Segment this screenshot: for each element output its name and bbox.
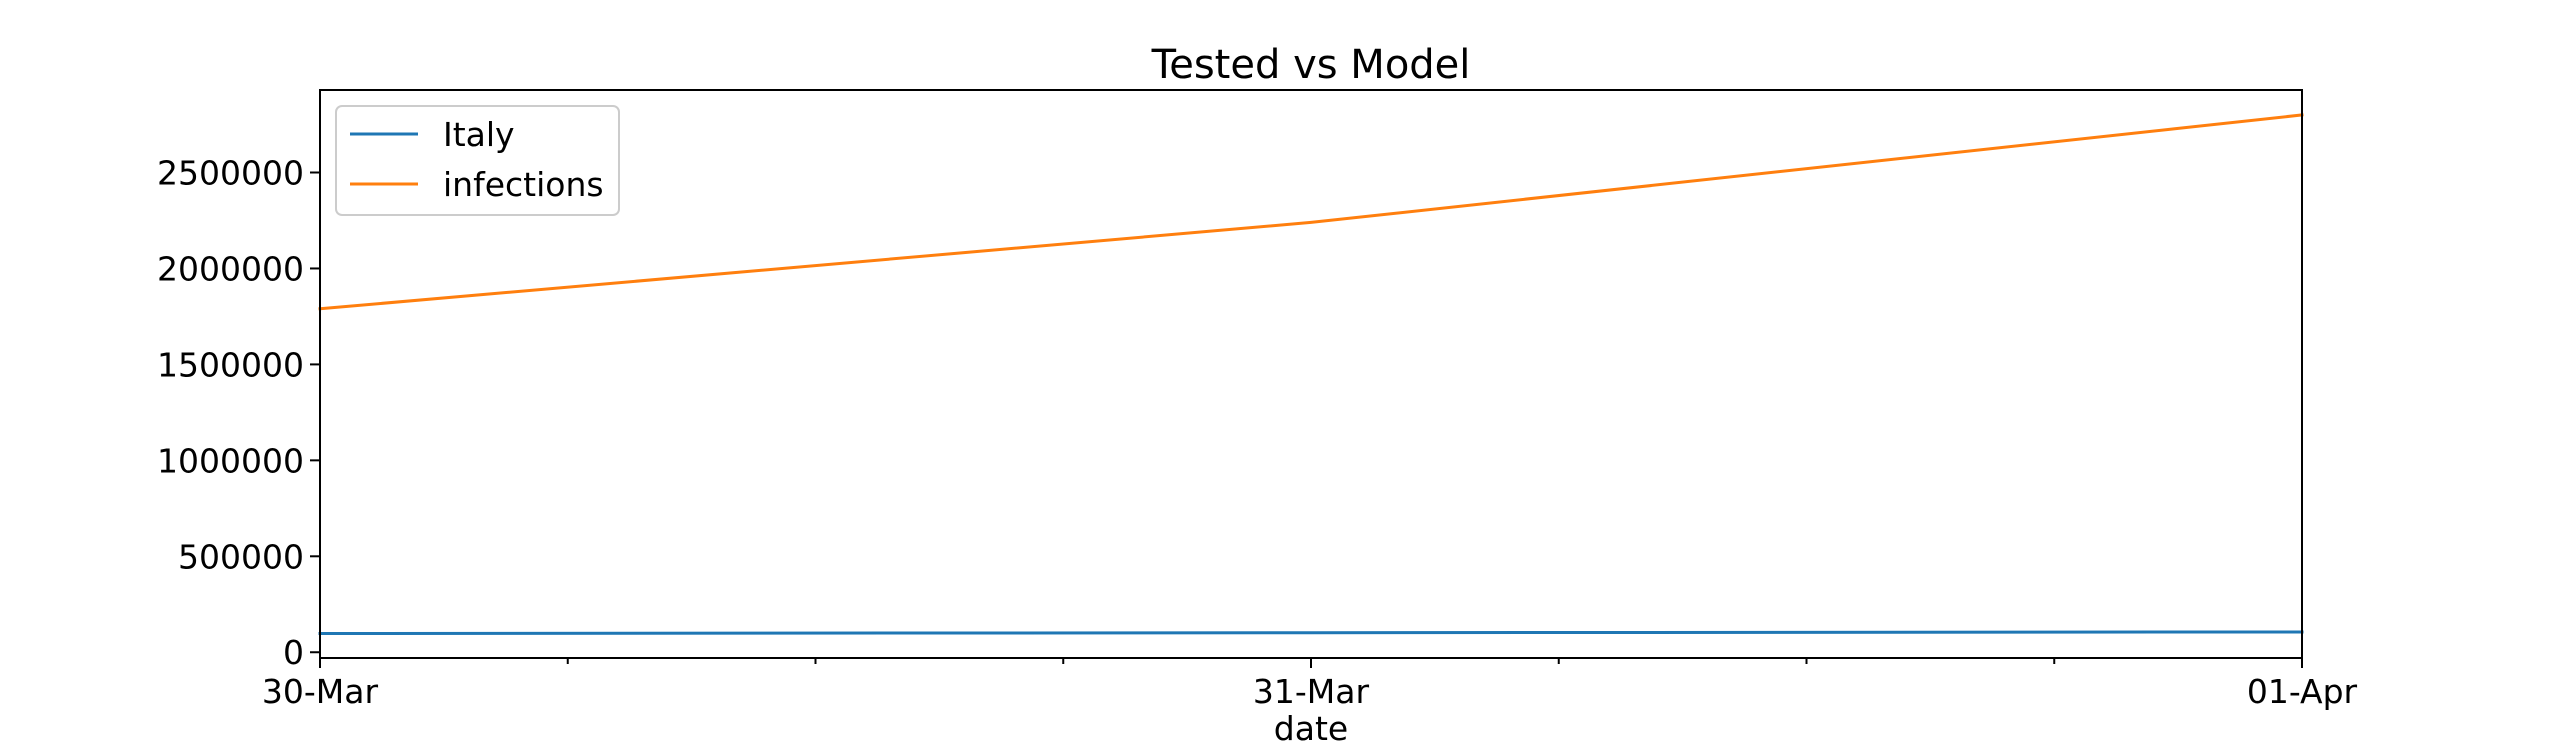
y-tick-label: 1500000 — [157, 345, 304, 384]
y-tick-label: 2000000 — [157, 249, 304, 288]
x-tick-label: 31-Mar — [1253, 672, 1370, 711]
legend-label-italy: Italy — [443, 115, 515, 154]
x-axis: 30-Mar 31-Mar 01-Apr — [262, 658, 2358, 711]
series-line-italy — [318, 630, 2304, 635]
x-tick-label: 01-Apr — [2247, 672, 2358, 711]
series-line-infections — [318, 113, 2304, 311]
legend: Italy infections — [335, 105, 620, 216]
y-tick-label: 500000 — [178, 537, 304, 576]
x-axis-label: date — [1274, 709, 1348, 748]
legend-label-infections: infections — [443, 165, 604, 204]
y-tick-label: 0 — [283, 633, 304, 672]
series-lines — [318, 113, 2304, 635]
y-tick-label: 1000000 — [157, 441, 304, 480]
y-tick-label: 2500000 — [157, 154, 304, 193]
chart-title: Tested vs Model — [1151, 42, 1471, 88]
y-axis: 0 500000 1000000 1500000 2000000 2500000 — [157, 154, 320, 672]
x-tick-label: 30-Mar — [262, 672, 379, 711]
